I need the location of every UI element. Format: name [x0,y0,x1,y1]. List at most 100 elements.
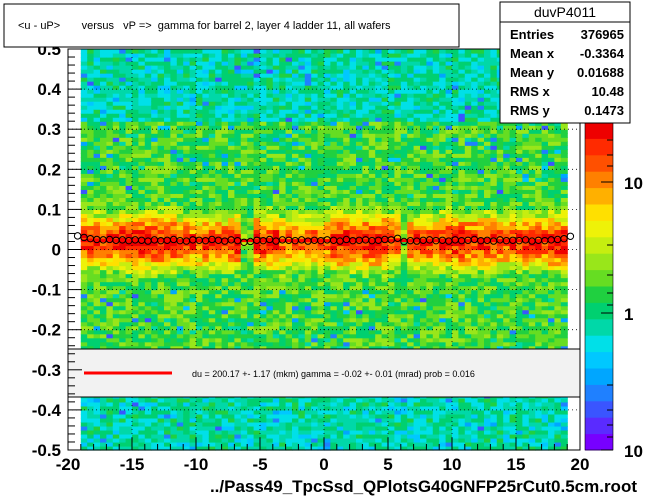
heatmap-cell [176,265,184,271]
heatmap-cell [100,221,107,227]
heatmap-cell [317,281,325,287]
heatmap-cell [228,141,235,146]
heatmap-cell [215,125,223,130]
heatmap-cell [285,125,293,130]
heatmap-cell [362,149,370,154]
heatmap-cell [304,77,312,82]
heatmap-cell [189,245,197,251]
heatmap-cell [132,205,139,210]
heatmap-cell [87,177,95,182]
heatmap-cell [311,169,319,174]
heatmap-cell [298,241,306,247]
heatmap-cell [228,305,235,311]
heatmap-cell [266,317,274,323]
heatmap-cell [298,125,306,130]
heatmap-cell [164,341,171,347]
heatmap-cell [208,437,216,443]
heatmap-cell [266,229,274,235]
heatmap-cell [253,281,261,287]
heatmap-cell [221,181,229,186]
heatmap-cell [298,189,306,194]
heatmap-cell [215,437,223,443]
heatmap-cell [196,397,203,403]
heatmap-cell [362,321,370,327]
heatmap-cell [375,209,383,215]
heatmap-cell [176,49,184,54]
heatmap-cell [151,85,159,90]
heatmap-cell [260,281,267,287]
heatmap-cell [292,149,299,154]
heatmap-cell [221,105,229,110]
heatmap-cell [311,233,319,239]
heatmap-cell [362,49,370,54]
heatmap-cell [151,261,159,267]
heatmap-cell [381,337,389,343]
heatmap-cell [292,65,299,70]
heatmap-cell [240,53,248,58]
heatmap-cell [356,193,363,198]
heatmap-cell [336,81,344,86]
heatmap-cell [164,285,171,291]
heatmap-cell [240,273,248,279]
heatmap-cell [279,253,287,259]
heatmap-cell [221,401,229,407]
heatmap-cell [272,409,280,415]
heatmap-cell [304,429,312,435]
heatmap-cell [106,61,114,66]
heatmap-cell [317,101,325,106]
heatmap-cell [253,257,261,263]
heatmap-cell [151,209,159,215]
heatmap-cell [196,281,203,287]
heatmap-cell [112,317,120,323]
heatmap-cell [132,57,139,62]
heatmap-cell [292,141,299,146]
heatmap-cell [285,317,293,323]
heatmap-cell [279,241,287,247]
heatmap-cell [106,309,114,315]
heatmap-cell [132,257,139,263]
heatmap-cell [228,97,235,102]
heatmap-cell [381,213,389,219]
heatmap-cell [324,49,331,54]
heatmap-cell [164,185,171,190]
heatmap-cell [157,429,165,435]
heatmap-cell [196,149,203,154]
heatmap-cell [311,197,319,202]
heatmap-cell [144,73,152,78]
heatmap-cell [87,397,95,403]
heatmap-cell [215,429,223,435]
heatmap-cell [176,93,184,98]
heatmap-cell [189,189,197,194]
heatmap-cell [343,301,351,307]
heatmap-cell [247,317,255,323]
heatmap-cell [311,105,319,110]
heatmap-cell [100,65,107,70]
heatmap-cell [215,285,223,291]
heatmap-cell [144,289,152,295]
heatmap-cell [221,205,229,210]
heatmap-cell [119,173,127,178]
heatmap-cell [336,89,344,94]
heatmap-cell [247,137,255,142]
heatmap-cell [292,217,299,223]
heatmap-cell [381,53,389,58]
heatmap-cell [183,129,191,134]
heatmap-cell [298,425,306,431]
heatmap-cell [93,209,101,215]
heatmap-cell [266,93,274,98]
heatmap-cell [112,213,120,219]
heatmap-cell [151,241,159,247]
heatmap-cell [215,417,223,423]
heatmap-cell [106,257,114,263]
heatmap-cell [279,217,287,223]
heatmap-cell [324,245,331,251]
heatmap-cell [183,145,191,150]
heatmap-cell [151,173,159,178]
heatmap-cell [170,121,178,126]
heatmap-cell [311,441,319,447]
heatmap-cell [183,329,191,335]
heatmap-cell [80,429,88,435]
heatmap-cell [368,65,376,70]
heatmap-cell [157,221,165,227]
heatmap-cell [183,265,191,271]
